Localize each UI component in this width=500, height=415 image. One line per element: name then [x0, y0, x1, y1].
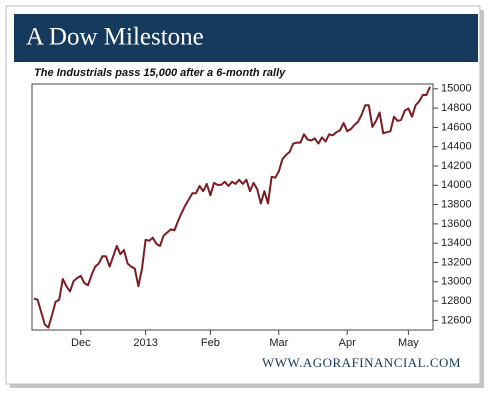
y-tick-label: 14200: [441, 160, 472, 172]
x-tick-label: Apr: [339, 337, 356, 349]
x-tick-label: Dec: [71, 337, 91, 349]
y-tick-label: 13000: [441, 276, 472, 288]
y-tick-label: 14800: [441, 102, 472, 114]
y-tick-label: 13400: [441, 237, 472, 249]
chart-subtitle: The Industrials pass 15,000 after a 6-mo…: [34, 67, 286, 79]
x-tick-label: May: [398, 337, 419, 349]
source: WWW.AGORAFINANCIAL.COM: [262, 355, 461, 370]
chart-title: A Dow Milestone: [26, 24, 204, 51]
y-tick-label: 13800: [441, 198, 472, 210]
y-tick-label: 14600: [441, 121, 472, 133]
y-tick-label: 15000: [441, 83, 472, 95]
header-band: [14, 14, 478, 62]
y-tick-label: 13600: [441, 218, 472, 230]
y-tick-label: 14000: [441, 179, 472, 191]
x-tick-label: 2013: [133, 337, 157, 349]
frame: [5, 5, 481, 385]
x-tick-label: Feb: [201, 337, 220, 349]
line-series: [33, 86, 431, 329]
x-tick-label: Mar: [269, 337, 288, 349]
y-tick-label: 14400: [441, 141, 472, 153]
y-tick-label: 13200: [441, 256, 472, 268]
plot-area: [31, 83, 434, 331]
y-tick-label: 12600: [441, 314, 472, 326]
y-tick-label: 12800: [441, 295, 472, 307]
